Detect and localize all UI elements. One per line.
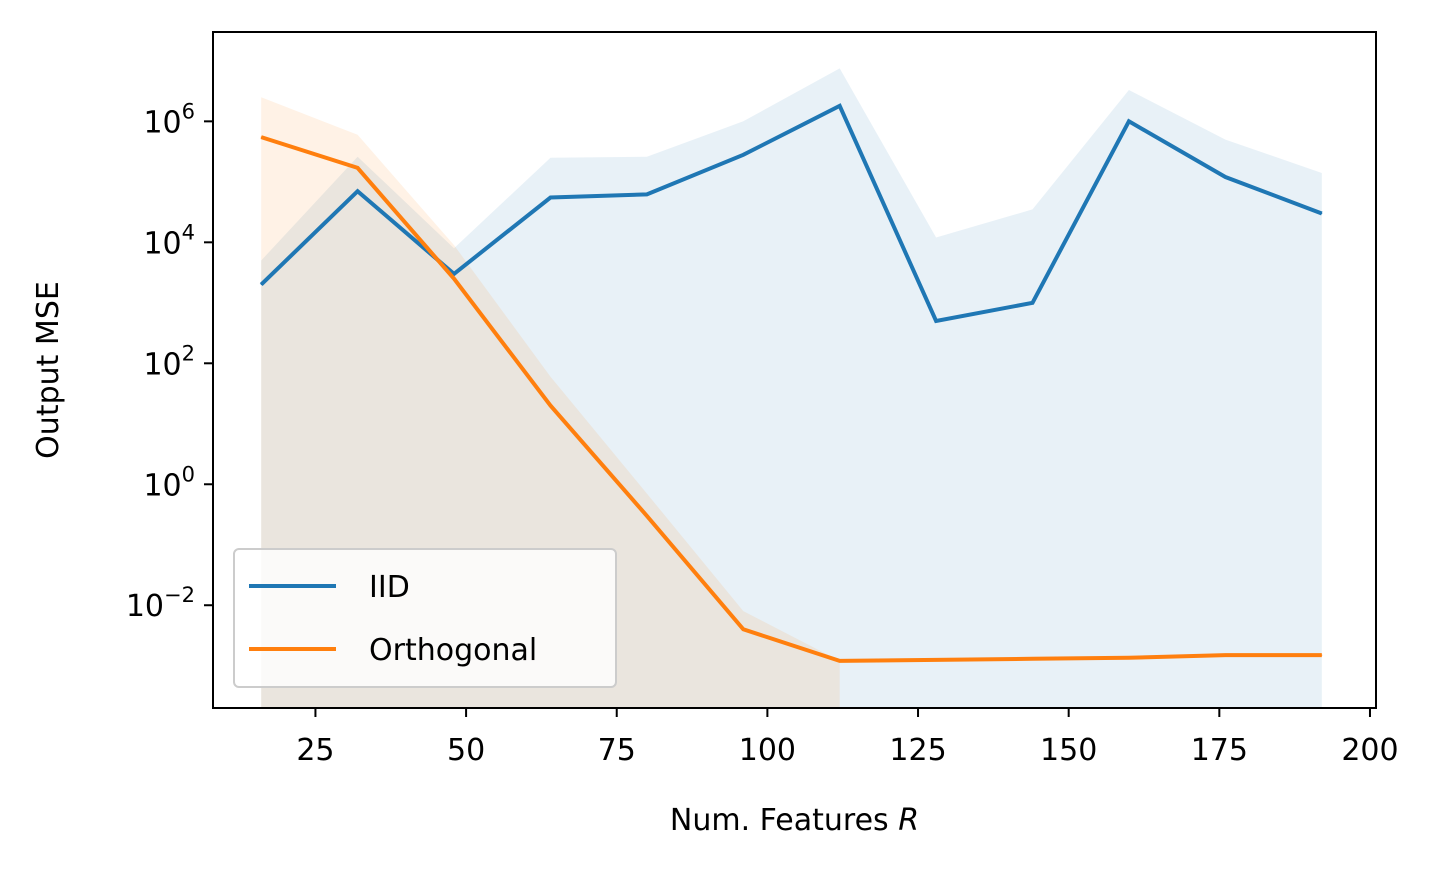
data-point-orthogonal <box>1032 658 1033 660</box>
data-point-iid <box>1032 302 1033 304</box>
data-point-iid <box>1128 120 1130 122</box>
data-point-orthogonal <box>646 515 648 517</box>
y-axis: 10−2 100 102 104 106 <box>126 99 213 624</box>
data-point-iid <box>260 284 262 286</box>
x-tick-label: 175 <box>1191 733 1248 768</box>
data-point-orthogonal <box>1321 654 1323 656</box>
y-tick-label: 100 <box>143 462 195 503</box>
x-tick-label: 50 <box>447 733 485 768</box>
data-point-iid <box>1224 176 1226 178</box>
x-axis-title-variable: R <box>898 803 919 838</box>
series-line-orthogonal <box>260 135 1322 663</box>
x-axis: 25 50 75 100 125 150 175 200 <box>296 708 1399 768</box>
y-tick-label: 10−2 <box>126 583 195 624</box>
data-point-orthogonal <box>742 628 744 630</box>
x-tick-label: 25 <box>296 733 334 768</box>
x-tick-label: 150 <box>1040 733 1097 768</box>
legend-label-orthogonal: Orthogonal <box>369 633 537 668</box>
x-axis-title-text: Num. Features <box>670 803 889 838</box>
data-point-iid <box>1321 213 1323 214</box>
legend-label-iid: IID <box>369 570 410 605</box>
x-tick-label: 200 <box>1341 733 1398 768</box>
x-tick-label: 100 <box>739 733 796 768</box>
series-lines <box>259 103 1323 663</box>
data-point-orthogonal <box>1128 657 1130 659</box>
plot-frame <box>212 31 1377 709</box>
x-tick-label: 75 <box>598 733 636 768</box>
data-point-orthogonal <box>935 659 937 661</box>
y-tick-label: 106 <box>143 99 195 140</box>
data-point-iid <box>935 320 937 322</box>
data-point-orthogonal <box>550 405 551 407</box>
x-axis-title: Num. Features R <box>670 803 919 838</box>
data-point-orthogonal <box>453 278 455 280</box>
y-axis-title: Output MSE <box>31 281 66 459</box>
legend-box <box>233 548 617 688</box>
data-point-iid <box>646 193 648 195</box>
data-point-orthogonal <box>357 167 359 169</box>
data-point-iid <box>453 273 455 275</box>
legend: IID Orthogonal <box>233 548 617 688</box>
data-point-orthogonal <box>839 660 841 662</box>
data-point-orthogonal <box>1224 654 1226 656</box>
data-point-iid <box>839 105 841 107</box>
x-tick-label: 125 <box>889 733 946 768</box>
y-tick-label: 104 <box>143 220 195 261</box>
data-point-iid <box>357 190 359 192</box>
data-point-orthogonal <box>260 136 262 138</box>
data-point-iid <box>742 154 744 156</box>
y-tick-label: 102 <box>143 341 195 382</box>
data-point-iid <box>550 197 551 198</box>
